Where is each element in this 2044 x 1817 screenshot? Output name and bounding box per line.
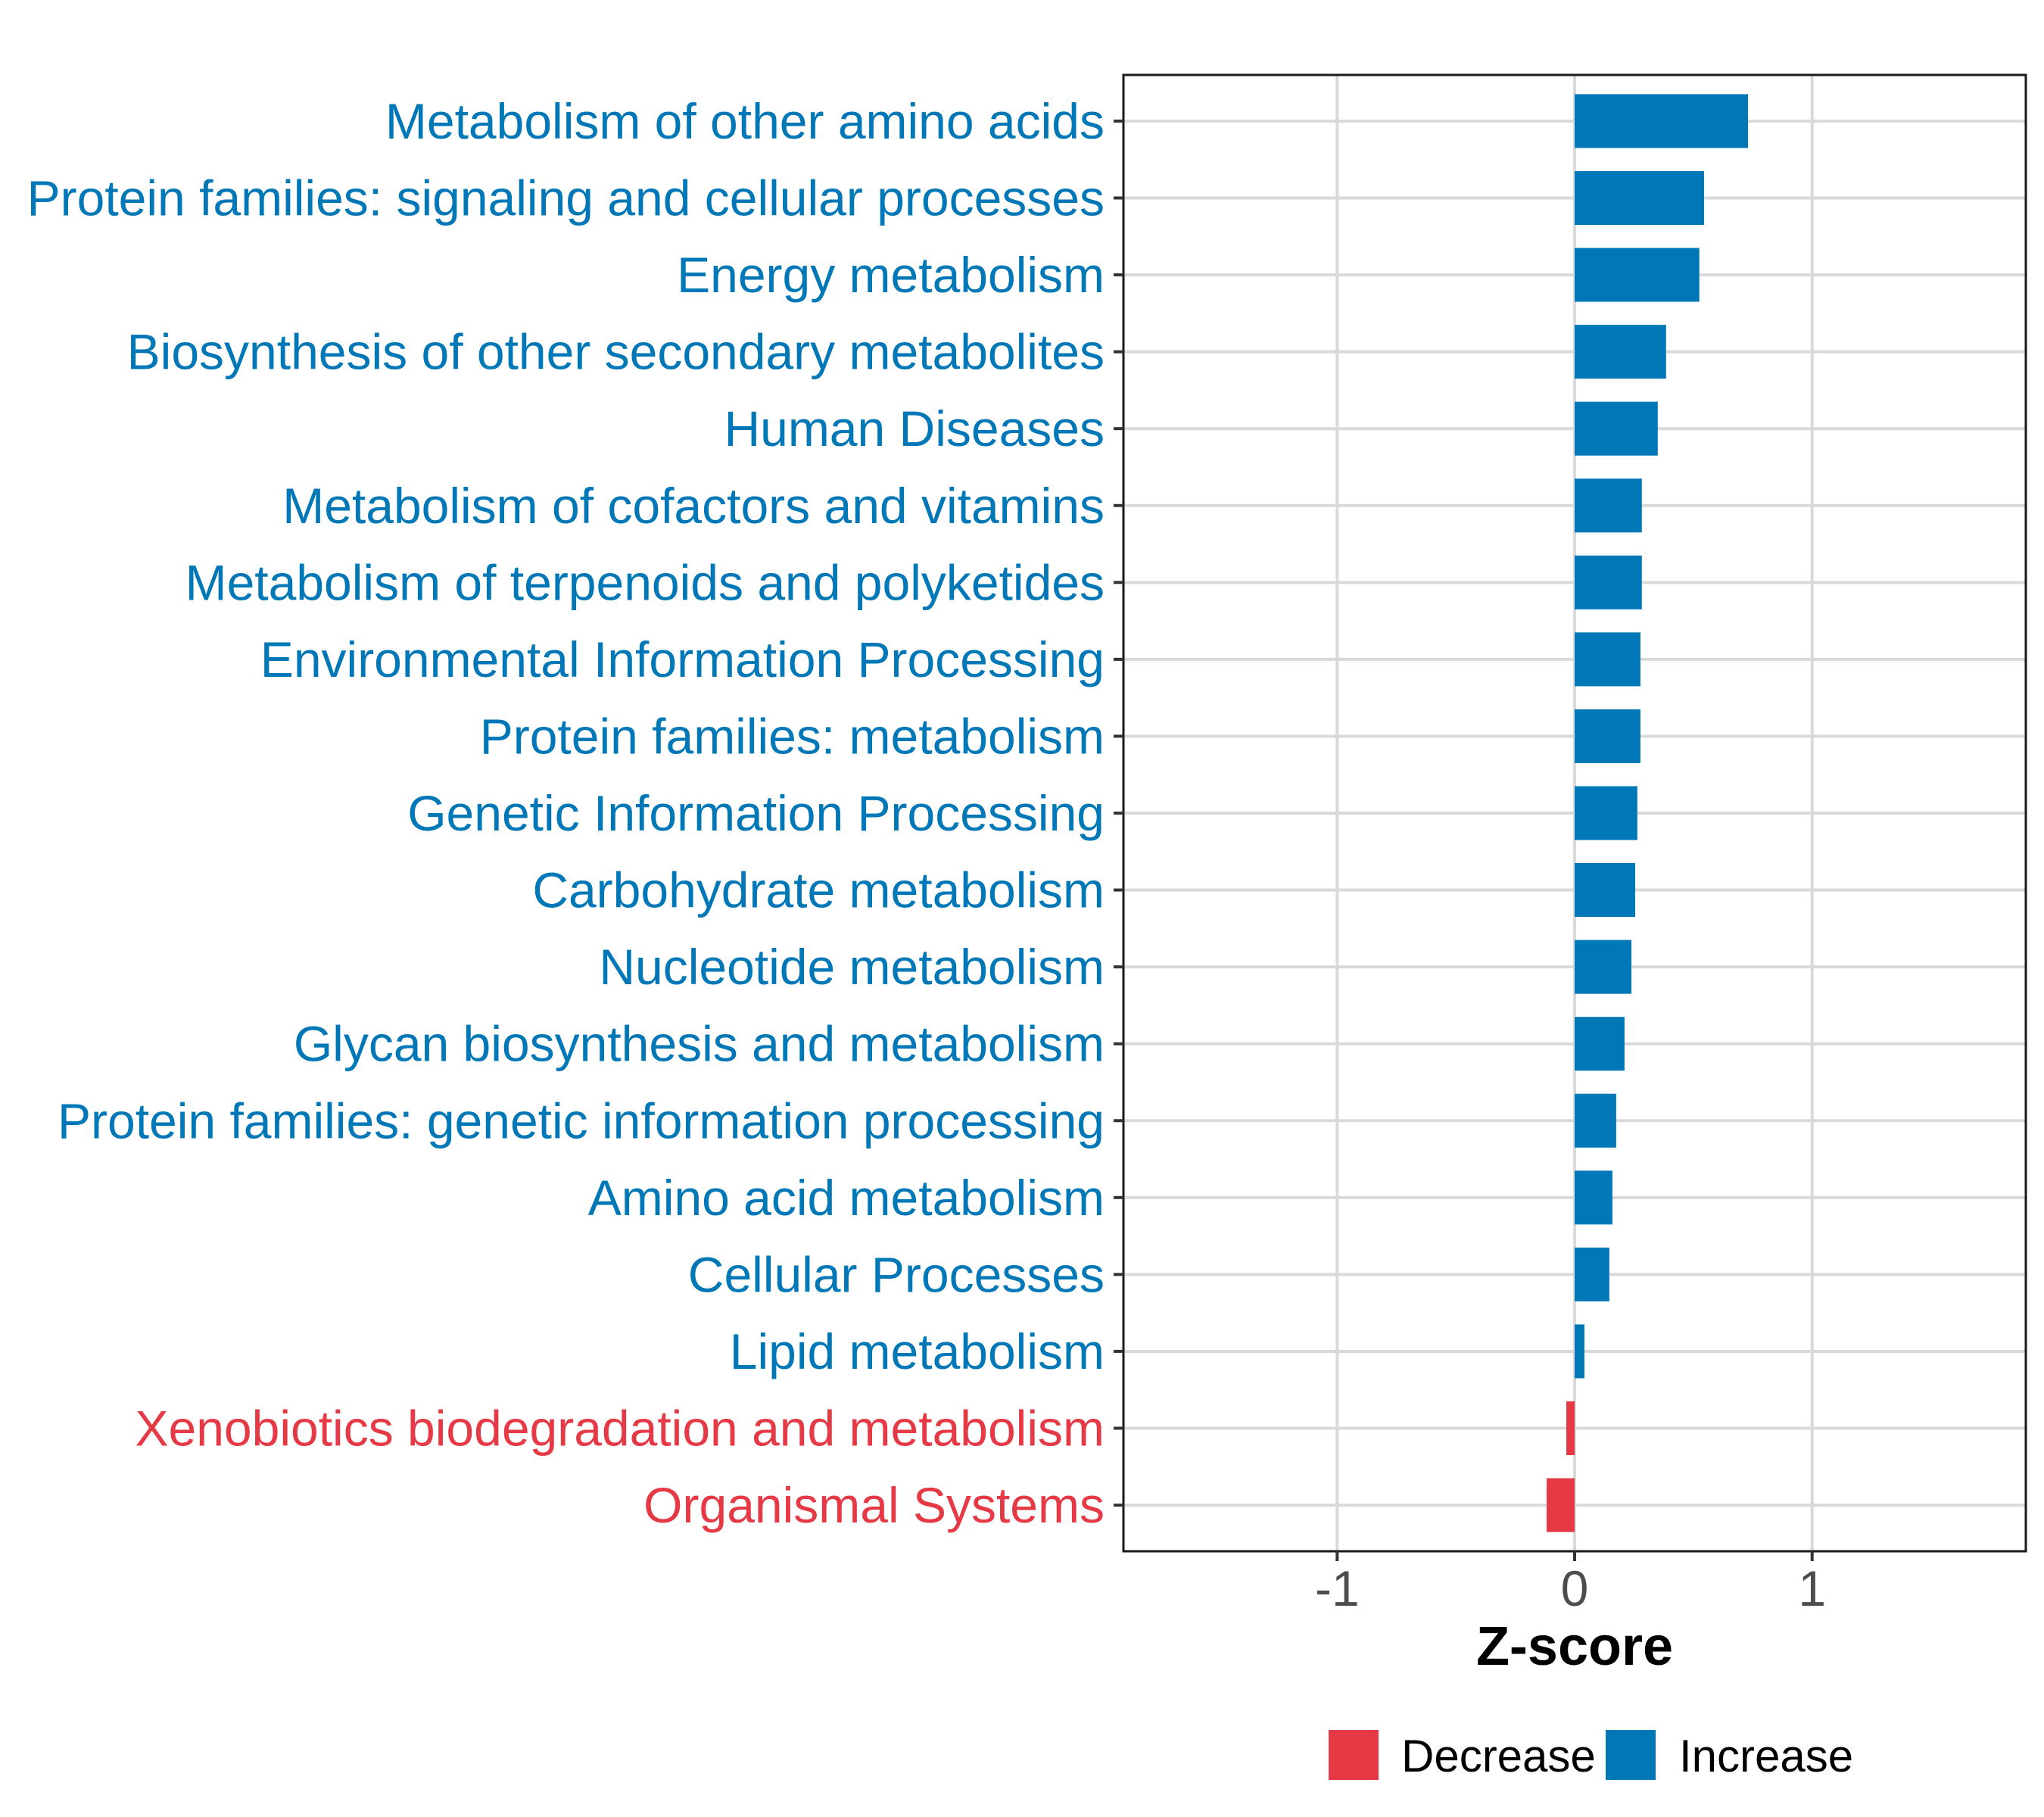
y-tick-label: Lipid metabolism <box>730 1323 1105 1379</box>
bar <box>1575 1170 1612 1225</box>
y-tick-label: Organismal Systems <box>643 1477 1105 1533</box>
y-tick-label: Protein families: genetic information pr… <box>58 1092 1105 1148</box>
bar <box>1575 170 1704 226</box>
x-tick-label: -1 <box>1315 1560 1360 1616</box>
bar <box>1546 1478 1575 1532</box>
legend-label-decrease: Decrease <box>1401 1731 1596 1781</box>
y-tick-label: Xenobiotics biodegradation and metabolis… <box>136 1401 1105 1457</box>
y-tick-label: Metabolism of other amino acids <box>385 93 1105 149</box>
y-tick-label: Protein families: signaling and cellular… <box>27 170 1105 226</box>
legend-key-increase <box>1606 1730 1656 1780</box>
x-tick-label: 1 <box>1798 1560 1826 1616</box>
bar <box>1575 478 1642 533</box>
y-tick-label: Amino acid metabolism <box>588 1170 1105 1226</box>
bar <box>1575 940 1631 994</box>
y-tick-label: Metabolism of cofactors and vitamins <box>282 478 1105 534</box>
legend-label-increase: Increase <box>1679 1731 1853 1781</box>
bar <box>1575 248 1700 302</box>
x-axis-title: Z-score <box>1476 1616 1673 1677</box>
bar <box>1575 325 1666 379</box>
x-tick-label: 0 <box>1561 1560 1589 1616</box>
bar <box>1575 401 1658 456</box>
y-tick-label: Glycan biosynthesis and metabolism <box>294 1016 1105 1072</box>
bars <box>1546 94 1748 1532</box>
bar <box>1575 1247 1609 1301</box>
y-tick-label: Genetic Information Processing <box>407 785 1105 841</box>
y-tick-label: Protein families: metabolism <box>480 708 1105 764</box>
bar <box>1575 1093 1616 1148</box>
bar <box>1575 94 1748 148</box>
bar <box>1575 1324 1584 1379</box>
y-tick-label: Carbohydrate metabolism <box>532 862 1105 918</box>
bar <box>1575 1017 1625 1071</box>
y-tick-label: Human Diseases <box>724 400 1105 457</box>
y-tick-label: Nucleotide metabolism <box>599 939 1105 995</box>
bar <box>1575 786 1637 840</box>
bar <box>1575 709 1640 763</box>
bar <box>1575 555 1642 609</box>
x-axis: -1 0 1 <box>1315 1551 1826 1616</box>
y-tick-label: Environmental Information Processing <box>260 631 1105 687</box>
legend-key-decrease <box>1329 1730 1379 1780</box>
y-tick-label: Cellular Processes <box>688 1246 1105 1302</box>
y-tick-label: Biosynthesis of other secondary metaboli… <box>127 324 1105 380</box>
bar <box>1575 863 1635 918</box>
bar <box>1575 632 1640 687</box>
y-tick-label: Energy metabolism <box>677 247 1105 303</box>
legend: Decrease Increase <box>1329 1730 1853 1781</box>
y-axis: Metabolism of other amino acids Protein f… <box>27 93 1123 1533</box>
bar <box>1566 1401 1575 1456</box>
y-tick-label: Metabolism of terpenoids and polyketides <box>185 554 1105 610</box>
